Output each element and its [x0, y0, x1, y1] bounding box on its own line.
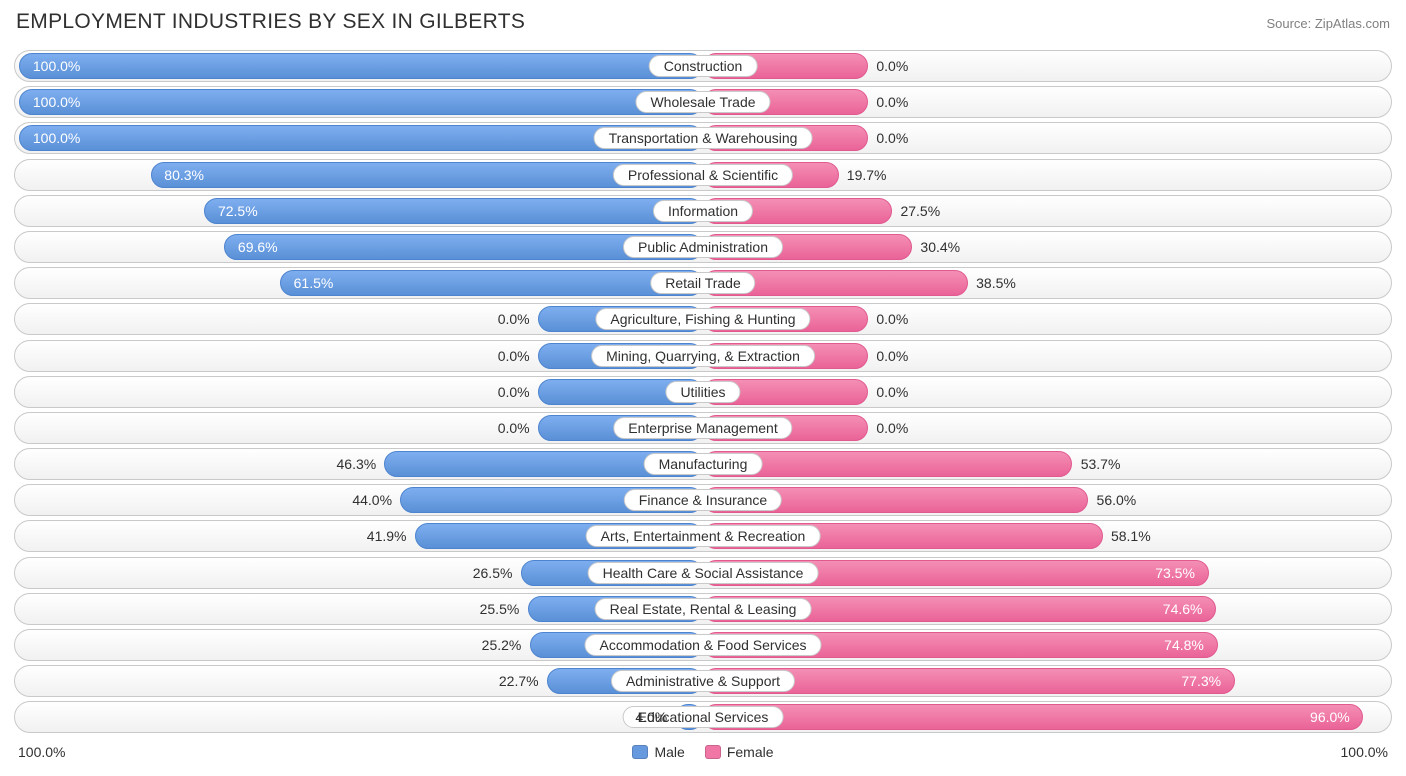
legend-swatch-male: [632, 745, 648, 759]
chart-row: Transportation & Warehousing 100.0% 0.0%: [14, 122, 1392, 154]
chart-title: EMPLOYMENT INDUSTRIES BY SEX IN GILBERTS: [16, 10, 525, 34]
male-value-label: 44.0%: [352, 492, 392, 508]
male-value-label: 0.0%: [498, 311, 530, 327]
male-value-label: 80.3%: [164, 167, 204, 183]
female-value-label: 0.0%: [876, 94, 908, 110]
female-value-label: 77.3%: [1181, 673, 1221, 689]
chart-row: Construction 100.0% 0.0%: [14, 50, 1392, 82]
chart-header: EMPLOYMENT INDUSTRIES BY SEX IN GILBERTS…: [14, 10, 1392, 50]
female-value-label: 0.0%: [876, 420, 908, 436]
male-value-label: 22.7%: [499, 673, 539, 689]
female-value-label: 0.0%: [876, 311, 908, 327]
male-value-label: 25.5%: [480, 601, 520, 617]
male-value-label: 0.0%: [498, 348, 530, 364]
chart-row: Health Care & Social Assistance 26.5% 73.5…: [14, 557, 1392, 589]
chart-row: Mining, Quarrying, & Extraction 0.0% 0.0%: [14, 340, 1392, 372]
male-value-label: 100.0%: [33, 130, 80, 146]
category-label: Transportation & Warehousing: [594, 127, 813, 149]
female-value-label: 74.6%: [1163, 601, 1203, 617]
male-value-label: 69.6%: [238, 239, 278, 255]
category-label: Construction: [649, 55, 758, 77]
legend-label-male: Male: [654, 744, 684, 760]
bar-male: [204, 198, 703, 224]
female-value-label: 56.0%: [1097, 492, 1137, 508]
category-label: Information: [653, 200, 753, 222]
bar-male: [19, 89, 703, 115]
legend-label-female: Female: [727, 744, 774, 760]
male-value-label: 4.0%: [635, 709, 667, 725]
male-value-label: 72.5%: [218, 203, 258, 219]
category-label: Accommodation & Food Services: [585, 634, 822, 656]
chart-row: Enterprise Management 0.0% 0.0%: [14, 412, 1392, 444]
male-value-label: 46.3%: [337, 456, 377, 472]
category-label: Retail Trade: [650, 272, 755, 294]
female-value-label: 73.5%: [1155, 565, 1195, 581]
female-value-label: 58.1%: [1111, 528, 1151, 544]
chart-row: Agriculture, Fishing & Hunting 0.0% 0.0%: [14, 303, 1392, 335]
category-label: Arts, Entertainment & Recreation: [586, 525, 821, 547]
female-value-label: 0.0%: [876, 130, 908, 146]
chart-row: Information 72.5% 27.5%: [14, 195, 1392, 227]
chart-row: Wholesale Trade 100.0% 0.0%: [14, 86, 1392, 118]
legend-item-female: Female: [705, 744, 774, 760]
female-value-label: 0.0%: [876, 384, 908, 400]
female-value-label: 19.7%: [847, 167, 887, 183]
category-label: Finance & Insurance: [624, 489, 782, 511]
category-label: Agriculture, Fishing & Hunting: [595, 308, 810, 330]
chart-row: Educational Services4.0%96.0%: [14, 701, 1392, 733]
category-label: Manufacturing: [644, 453, 763, 475]
axis-left-label: 100.0%: [18, 744, 65, 760]
category-label: Public Administration: [623, 236, 783, 258]
chart-row: Retail Trade 61.5% 38.5%: [14, 267, 1392, 299]
female-value-label: 30.4%: [920, 239, 960, 255]
source-attribution: Source: ZipAtlas.com: [1266, 16, 1390, 31]
chart-row: Public Administration 69.6% 30.4%: [14, 231, 1392, 263]
bar-male: [19, 53, 703, 79]
female-value-label: 0.0%: [876, 348, 908, 364]
chart-row: Utilities 0.0% 0.0%: [14, 376, 1392, 408]
chart-row: Finance & Insurance 44.0% 56.0%: [14, 484, 1392, 516]
category-label: Enterprise Management: [613, 417, 792, 439]
chart-row: Arts, Entertainment & Recreation 41.9% 58.…: [14, 520, 1392, 552]
chart-row: Professional & Scientific 80.3% 19.7%: [14, 159, 1392, 191]
category-label: Professional & Scientific: [613, 164, 793, 186]
chart-row: Accommodation & Food Services 25.2% 74.8%: [14, 629, 1392, 661]
male-value-label: 26.5%: [473, 565, 513, 581]
chart-row: Real Estate, Rental & Leasing 25.5% 74.6%: [14, 593, 1392, 625]
male-value-label: 61.5%: [294, 275, 334, 291]
male-value-label: 100.0%: [33, 94, 80, 110]
axis-right-label: 100.0%: [1341, 744, 1388, 760]
male-value-label: 0.0%: [498, 420, 530, 436]
female-value-label: 74.8%: [1164, 637, 1204, 653]
category-label: Utilities: [665, 381, 740, 403]
male-value-label: 0.0%: [498, 384, 530, 400]
female-value-label: 53.7%: [1081, 456, 1121, 472]
legend-swatch-female: [705, 745, 721, 759]
female-value-label: 96.0%: [1310, 709, 1350, 725]
chart-footer: 100.0% Male Female 100.0%: [14, 738, 1392, 760]
legend: Male Female: [632, 744, 773, 760]
category-label: Administrative & Support: [611, 670, 795, 692]
female-value-label: 27.5%: [900, 203, 940, 219]
legend-item-male: Male: [632, 744, 684, 760]
category-label: Health Care & Social Assistance: [588, 562, 819, 584]
female-value-label: 38.5%: [976, 275, 1016, 291]
category-label: Mining, Quarrying, & Extraction: [591, 345, 815, 367]
male-value-label: 41.9%: [367, 528, 407, 544]
bar-female: [703, 704, 1363, 730]
male-value-label: 25.2%: [482, 637, 522, 653]
bar-male: [280, 270, 703, 296]
category-label: Real Estate, Rental & Leasing: [595, 598, 812, 620]
female-value-label: 0.0%: [876, 58, 908, 74]
chart-row: Manufacturing 46.3% 53.7%: [14, 448, 1392, 480]
chart-row: Administrative & Support 22.7% 77.3%: [14, 665, 1392, 697]
male-value-label: 100.0%: [33, 58, 80, 74]
chart-area: Construction 100.0% 0.0% Wholesale Trade 100…: [14, 50, 1392, 733]
category-label: Wholesale Trade: [635, 91, 770, 113]
